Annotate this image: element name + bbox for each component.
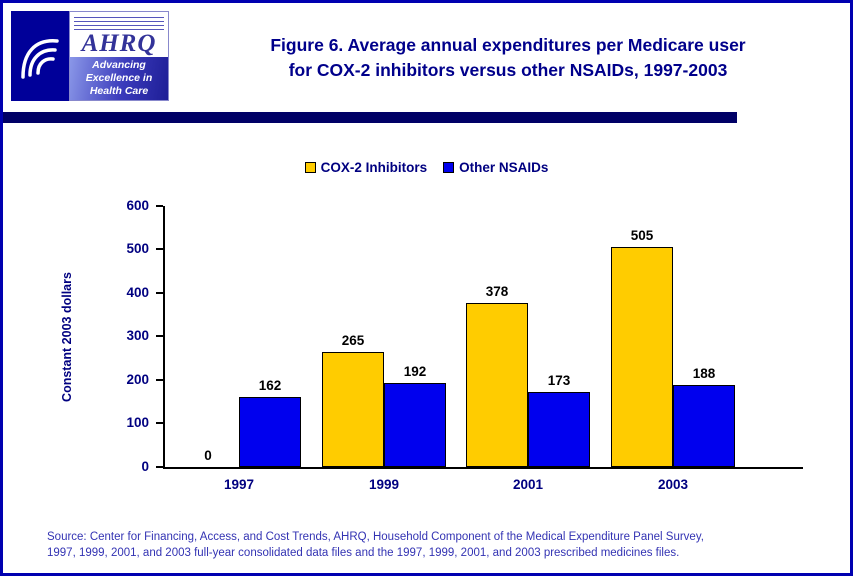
bar-wrap: 162: [239, 378, 301, 467]
y-axis: 0 100 200 300 400 500 600: [126, 198, 803, 474]
bar-other-nsaids: [384, 383, 446, 467]
bar-value-label: 265: [341, 333, 365, 348]
y-tick-mark: [156, 379, 163, 381]
bar-value-label: 188: [692, 366, 716, 381]
header-divider-bar: [3, 112, 737, 123]
bar-wrap: 192: [384, 364, 446, 467]
figure-title-line1: Figure 6. Average annual expenditures pe…: [270, 35, 746, 55]
bar-other-nsaids: [673, 385, 735, 467]
bar-groups: 0 162 265 192 378 173 505 188: [165, 206, 803, 467]
ahrq-tagline: Advancing Excellence in Health Care: [70, 56, 168, 100]
legend-label: Other NSAIDs: [459, 160, 549, 175]
bar-group-1997: 0 162: [177, 378, 301, 467]
bar-group-2001: 378 173: [466, 284, 590, 467]
x-axis-labels: 1997 1999 2001 2003: [165, 206, 803, 492]
bar-value-label: 378: [485, 284, 509, 299]
ahrq-tagline-line: Excellence in: [85, 71, 153, 84]
legend-item: Other NSAIDs: [443, 160, 548, 175]
y-tick-label: 600: [126, 198, 149, 213]
source-note: Source: Center for Financing, Access, an…: [47, 529, 834, 561]
y-tick-label: 500: [126, 241, 149, 256]
legend-label: COX-2 Inhibitors: [320, 160, 428, 175]
y-tick-mark: [156, 248, 163, 250]
ahrq-tagline-line: Health Care: [89, 85, 149, 98]
bar-group-2003: 505 188: [611, 228, 735, 467]
ahrq-logo-top: AHRQ: [70, 12, 168, 57]
y-tick-mark: [156, 335, 163, 337]
y-tick-mark: [156, 466, 163, 468]
ahrq-logo-lines: [74, 17, 164, 30]
x-axis-label: 1997: [223, 477, 255, 492]
bar-other-nsaids: [528, 392, 590, 467]
logo-block: AHRQ Advancing Excellence in Health Care: [11, 11, 169, 101]
y-tick-label: 200: [126, 372, 149, 387]
x-axis-label: 1999: [368, 477, 400, 492]
legend-item: COX-2 Inhibitors: [304, 160, 428, 175]
bar-wrap: 265: [322, 333, 384, 467]
y-tick-mark: [156, 205, 163, 207]
x-axis-label: 2001: [512, 477, 544, 492]
source-line1: Source: Center for Financing, Access, an…: [47, 530, 704, 543]
ahrq-logo: AHRQ Advancing Excellence in Health Care: [69, 11, 169, 101]
ahrq-tagline-line: Advancing: [92, 58, 146, 71]
bar-other-nsaids: [239, 397, 301, 467]
bar-wrap: 0: [177, 448, 239, 467]
y-tick-mark: [156, 422, 163, 424]
source-line2: 1997, 1999, 2001, and 2003 full-year con…: [47, 546, 680, 559]
bar-cox-2-inhibitors: [611, 247, 673, 467]
bar-value-label: 192: [403, 364, 427, 379]
y-axis-title: Constant 2003 dollars: [60, 272, 74, 402]
bar-group-1999: 265 192: [322, 333, 446, 467]
bar-cox-2-inhibitors: [322, 352, 384, 467]
ahrq-logo-text: AHRQ: [81, 29, 157, 57]
plot-area: 0 100 200 300 400 500 600 0 162 265 192 378 173 505 1…: [126, 198, 803, 492]
y-tick-mark: [156, 292, 163, 294]
legend: COX-2 Inhibitors Other NSAIDs: [3, 160, 850, 175]
bar-wrap: 173: [528, 373, 590, 467]
y-tick-label: 100: [126, 415, 149, 430]
figure-title-line2: for COX-2 inhibitors versus other NSAIDs…: [288, 60, 728, 81]
bar-value-label: 0: [204, 448, 212, 463]
bar-wrap: 505: [611, 228, 673, 467]
x-axis-label: 2003: [657, 477, 689, 492]
bar-value-label: 173: [547, 373, 571, 388]
bar-wrap: 188: [673, 366, 735, 467]
legend-swatch: [443, 162, 455, 173]
bar-value-label: 505: [630, 228, 654, 243]
y-tick-label: 300: [126, 328, 149, 343]
bar-value-label: 162: [258, 378, 282, 393]
y-tick-label: 400: [126, 285, 149, 300]
hhs-logo: [11, 11, 69, 101]
legend-swatch: [304, 162, 316, 173]
bar-cox-2-inhibitors: [466, 303, 528, 467]
y-tick-label: 0: [141, 459, 149, 474]
hhs-eagle-icon: [21, 39, 59, 79]
figure-title: Figure 6. Average annual expenditures pe…: [178, 33, 838, 84]
bar-wrap: 378: [466, 284, 528, 467]
